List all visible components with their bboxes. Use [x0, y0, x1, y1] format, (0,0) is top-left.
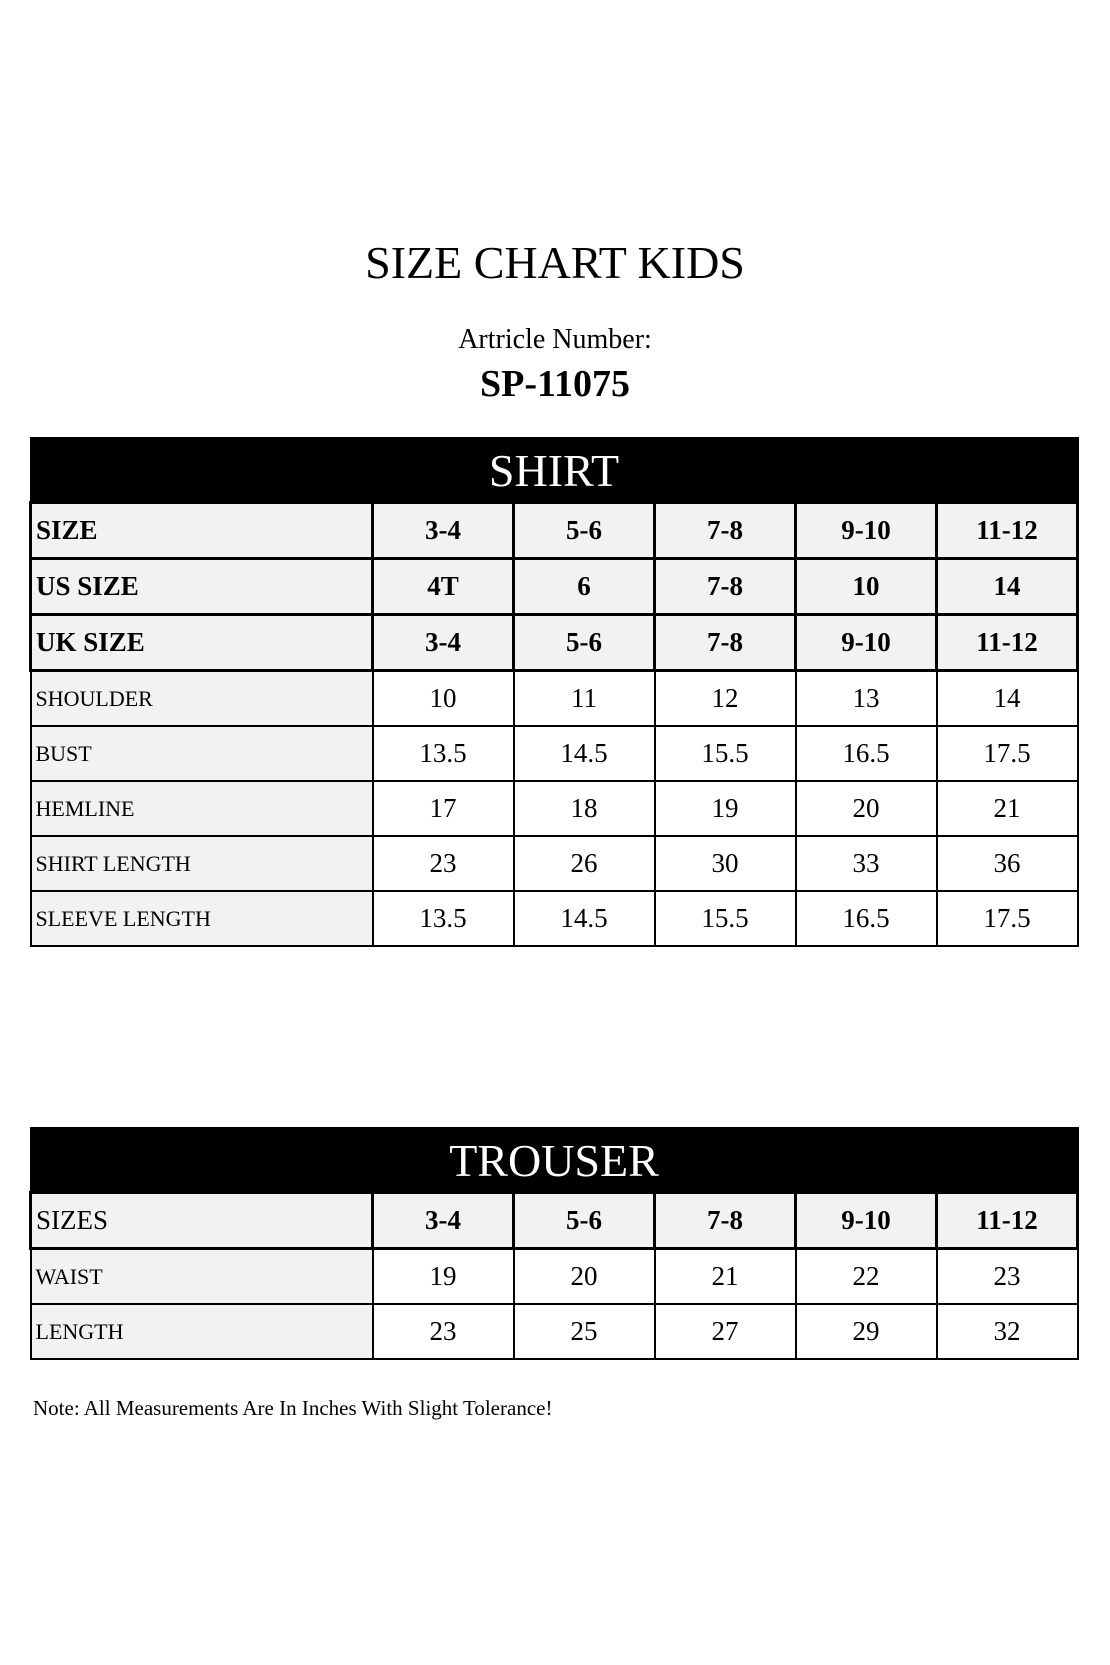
row-label: HEMLINE — [29, 780, 374, 837]
cell-value: 3-4 — [371, 613, 515, 672]
cell-value: 6 — [512, 557, 656, 616]
cell-value: 19 — [653, 780, 797, 837]
shirt-table-row: SHIRT LENGTH 23 26 30 33 36 — [29, 835, 1079, 892]
cell-value: 21 — [653, 1247, 797, 1305]
cell-value: 3-4 — [371, 1191, 515, 1250]
trouser-size-table: TROUSER SIZES 3-4 5-6 7-8 9-10 11-12 WAIST 19 20… — [29, 1127, 1079, 1360]
cell-value: 23 — [371, 1303, 515, 1360]
cell-value: 27 — [653, 1303, 797, 1360]
cell-value: 13.5 — [371, 725, 515, 782]
row-label: SHOULDER — [29, 669, 374, 727]
cell-value: 23 — [935, 1247, 1079, 1305]
row-label: SLEEVE LENGTH — [29, 890, 374, 947]
cell-value: 21 — [935, 780, 1079, 837]
cell-value: 20 — [512, 1247, 656, 1305]
cell-value: 25 — [512, 1303, 656, 1360]
shirt-table-row: HEMLINE 17 18 19 20 21 — [29, 780, 1079, 837]
cell-value: 33 — [794, 835, 938, 892]
article-label: Artricle Number: — [458, 324, 652, 355]
cell-value: 10 — [794, 557, 938, 616]
cell-value: 7-8 — [653, 501, 797, 560]
shirt-header-row: UK SIZE 3-4 5-6 7-8 9-10 11-12 — [29, 613, 1079, 672]
shirt-header-row: US SIZE 4T 6 7-8 10 14 — [29, 557, 1079, 616]
cell-value: 13 — [794, 669, 938, 727]
cell-value: 32 — [935, 1303, 1079, 1360]
shirt-header-row: SIZE 3-4 5-6 7-8 9-10 11-12 — [29, 501, 1079, 560]
cell-value: 13.5 — [371, 890, 515, 947]
trouser-header-row: SIZES 3-4 5-6 7-8 9-10 11-12 — [29, 1191, 1079, 1250]
cell-value: 15.5 — [653, 890, 797, 947]
cell-value: 26 — [512, 835, 656, 892]
article-number: SP-11075 — [480, 363, 630, 405]
cell-value: 11 — [512, 669, 656, 727]
shirt-table-row: SHOULDER 10 11 12 13 14 — [29, 669, 1079, 727]
cell-value: 36 — [935, 835, 1079, 892]
cell-value: 11-12 — [935, 1191, 1079, 1250]
shirt-table-row: BUST 13.5 14.5 15.5 16.5 17.5 — [29, 725, 1079, 782]
cell-value: 18 — [512, 780, 656, 837]
cell-value: 11-12 — [935, 501, 1079, 560]
cell-value: 22 — [794, 1247, 938, 1305]
cell-value: 9-10 — [794, 1191, 938, 1250]
shirt-table-row: SLEEVE LENGTH 13.5 14.5 15.5 16.5 17.5 — [29, 890, 1079, 947]
page-title: SIZE CHART KIDS — [365, 237, 745, 288]
row-label: UK SIZE — [29, 613, 374, 672]
cell-value: 7-8 — [653, 1191, 797, 1250]
cell-value: 7-8 — [653, 557, 797, 616]
cell-value: 4T — [371, 557, 515, 616]
cell-value: 17 — [371, 780, 515, 837]
cell-value: 12 — [653, 669, 797, 727]
row-label: BUST — [29, 725, 374, 782]
row-label: LENGTH — [29, 1303, 374, 1360]
cell-value: 9-10 — [794, 501, 938, 560]
cell-value: 16.5 — [794, 890, 938, 947]
row-label: SHIRT LENGTH — [29, 835, 374, 892]
shirt-heading: SHIRT — [29, 437, 1079, 504]
row-label: US SIZE — [29, 557, 374, 616]
trouser-table-row: LENGTH 23 25 27 29 32 — [29, 1303, 1079, 1360]
cell-value: 20 — [794, 780, 938, 837]
cell-value: 5-6 — [512, 613, 656, 672]
cell-value: 29 — [794, 1303, 938, 1360]
cell-value: 14.5 — [512, 725, 656, 782]
cell-value: 14.5 — [512, 890, 656, 947]
row-label: SIZES — [29, 1191, 374, 1250]
cell-value: 11-12 — [935, 613, 1079, 672]
measurement-note: Note: All Measurements Are In Inches Wit… — [33, 1396, 553, 1420]
trouser-heading: TROUSER — [29, 1127, 1079, 1194]
cell-value: 23 — [371, 835, 515, 892]
cell-value: 5-6 — [512, 1191, 656, 1250]
shirt-size-table: SHIRT SIZE 3-4 5-6 7-8 9-10 11-12 US SIZE 4T 6 7-… — [29, 437, 1079, 947]
cell-value: 17.5 — [935, 725, 1079, 782]
row-label: SIZE — [29, 501, 374, 560]
cell-value: 3-4 — [371, 501, 515, 560]
cell-value: 14 — [935, 669, 1079, 727]
cell-value: 14 — [935, 557, 1079, 616]
cell-value: 30 — [653, 835, 797, 892]
cell-value: 7-8 — [653, 613, 797, 672]
cell-value: 19 — [371, 1247, 515, 1305]
cell-value: 17.5 — [935, 890, 1079, 947]
cell-value: 16.5 — [794, 725, 938, 782]
cell-value: 5-6 — [512, 501, 656, 560]
cell-value: 9-10 — [794, 613, 938, 672]
row-label: WAIST — [29, 1247, 374, 1305]
cell-value: 15.5 — [653, 725, 797, 782]
trouser-table-row: WAIST 19 20 21 22 23 — [29, 1247, 1079, 1305]
cell-value: 10 — [371, 669, 515, 727]
